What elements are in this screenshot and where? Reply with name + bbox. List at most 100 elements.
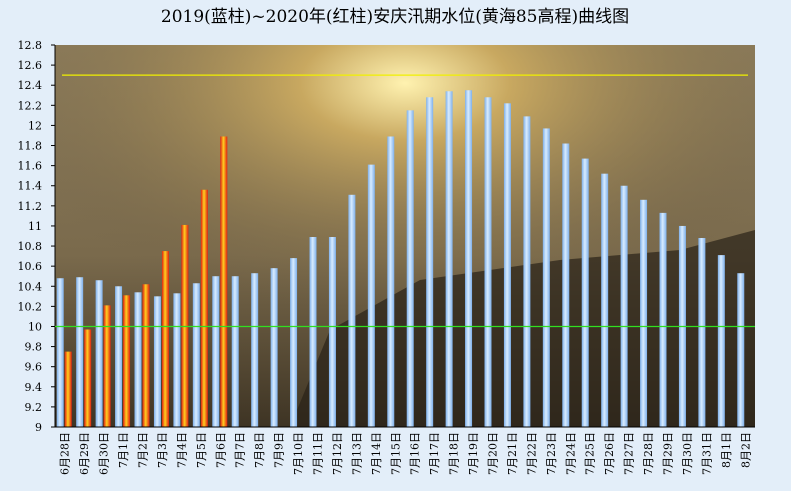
bar — [123, 295, 131, 427]
x-tick-label: 7月13日 — [350, 432, 363, 475]
x-tick-label: 7月12日 — [331, 432, 344, 475]
bar — [328, 237, 336, 427]
bar — [161, 251, 169, 427]
x-tick-label: 7月23日 — [545, 432, 558, 475]
bar — [659, 212, 667, 427]
chart-title: 2019(蓝柱)~2020年(红柱)安庆汛期水位(黄海85高程)曲线图 — [161, 7, 629, 27]
x-tick-label: 7月30日 — [681, 432, 694, 475]
bar — [698, 238, 706, 427]
y-tick-label: 11.4 — [18, 180, 43, 193]
bar — [251, 273, 259, 427]
y-tick-label: 11.6 — [18, 160, 43, 173]
x-tick-label: 7月6日 — [214, 432, 227, 468]
x-tick-label: 7月25日 — [584, 432, 597, 475]
bar — [56, 278, 64, 427]
y-tick-label: 11.2 — [18, 200, 43, 213]
bar — [620, 185, 628, 427]
bar — [134, 292, 142, 427]
y-tick-label: 12.8 — [18, 39, 43, 52]
bar — [192, 283, 200, 427]
x-tick-label: 7月21日 — [506, 432, 519, 475]
y-tick-label: 11.8 — [18, 140, 43, 153]
y-tick-label: 12 — [28, 119, 42, 132]
bar — [103, 305, 111, 427]
bar — [64, 351, 72, 427]
bar — [142, 284, 150, 427]
bar — [523, 116, 531, 427]
bar — [76, 277, 84, 427]
x-tick-label: 7月14日 — [370, 432, 383, 475]
x-tick-label: 7月7日 — [234, 432, 247, 468]
y-tick-label: 9.6 — [25, 361, 43, 374]
x-tick-label: 7月8日 — [253, 432, 266, 468]
shore — [290, 230, 755, 427]
x-tick-label: 7月28日 — [642, 432, 655, 475]
bar — [503, 103, 511, 427]
x-tick-label: 7月31日 — [700, 432, 713, 475]
x-tick-label: 6月30日 — [98, 432, 111, 475]
bar — [115, 286, 123, 427]
x-tick-label: 8月2日 — [739, 432, 752, 468]
bar — [153, 296, 161, 427]
x-tick-label: 7月29日 — [662, 432, 675, 475]
x-tick-label: 6月29日 — [78, 432, 91, 475]
x-tick-label: 7月18日 — [448, 432, 461, 475]
bar — [484, 97, 492, 427]
bar — [367, 164, 375, 427]
x-tick-label: 7月17日 — [428, 432, 441, 475]
y-tick-label: 9 — [35, 421, 42, 434]
x-tick-label: 7月26日 — [603, 432, 616, 475]
x-tick-label: 7月15日 — [389, 432, 402, 475]
bar — [84, 329, 92, 427]
x-tick-label: 7月9日 — [273, 432, 286, 468]
bar — [406, 110, 414, 427]
x-tick-label: 6月28日 — [59, 432, 72, 475]
bar — [348, 194, 356, 427]
x-tick-label: 7月10日 — [292, 432, 305, 475]
bar — [737, 273, 745, 427]
y-tick-label: 12.6 — [18, 59, 43, 72]
x-tick-label: 7月5日 — [195, 432, 208, 468]
bar — [270, 268, 278, 427]
y-tick-label: 10.6 — [18, 260, 43, 273]
bar — [640, 199, 648, 427]
x-tick-label: 7月20日 — [487, 432, 500, 475]
bar — [231, 276, 239, 427]
x-tick-label: 7月3日 — [156, 432, 169, 468]
bar — [95, 280, 103, 427]
y-tick-label: 9.2 — [25, 401, 43, 414]
y-tick-label: 10.8 — [18, 240, 43, 253]
bar — [387, 136, 395, 427]
x-tick-label: 7月22日 — [525, 432, 538, 475]
bar — [542, 128, 550, 428]
bar — [465, 90, 473, 427]
bar — [200, 189, 208, 427]
bar — [426, 97, 434, 427]
x-tick-label: 7月1日 — [117, 432, 130, 468]
bar — [717, 255, 725, 427]
y-tick-label: 12.2 — [18, 99, 43, 112]
bar — [212, 276, 220, 427]
bar — [220, 136, 228, 427]
x-tick-label: 7月16日 — [409, 432, 422, 475]
bar — [445, 91, 453, 428]
y-tick-label: 10.2 — [18, 300, 43, 313]
bar — [562, 143, 570, 427]
x-tick-label: 7月19日 — [467, 432, 480, 475]
x-tick-label: 7月2日 — [137, 432, 150, 468]
y-tick-label: 10.4 — [18, 280, 43, 293]
y-tick-label: 9.8 — [25, 341, 43, 354]
y-tick-label: 10 — [28, 320, 42, 333]
y-tick-label: 11 — [28, 220, 42, 233]
x-tick-label: 8月1日 — [720, 432, 733, 468]
x-tick-label: 7月11日 — [312, 432, 325, 475]
bar — [581, 158, 589, 428]
x-tick-label: 7月24日 — [564, 432, 577, 475]
bar — [173, 293, 181, 427]
y-tick-label: 12.4 — [18, 79, 43, 92]
x-tick-label: 7月4日 — [175, 432, 188, 468]
y-tick-label: 9.4 — [25, 381, 43, 394]
x-tick-label: 7月27日 — [623, 432, 636, 475]
bar — [309, 237, 317, 427]
